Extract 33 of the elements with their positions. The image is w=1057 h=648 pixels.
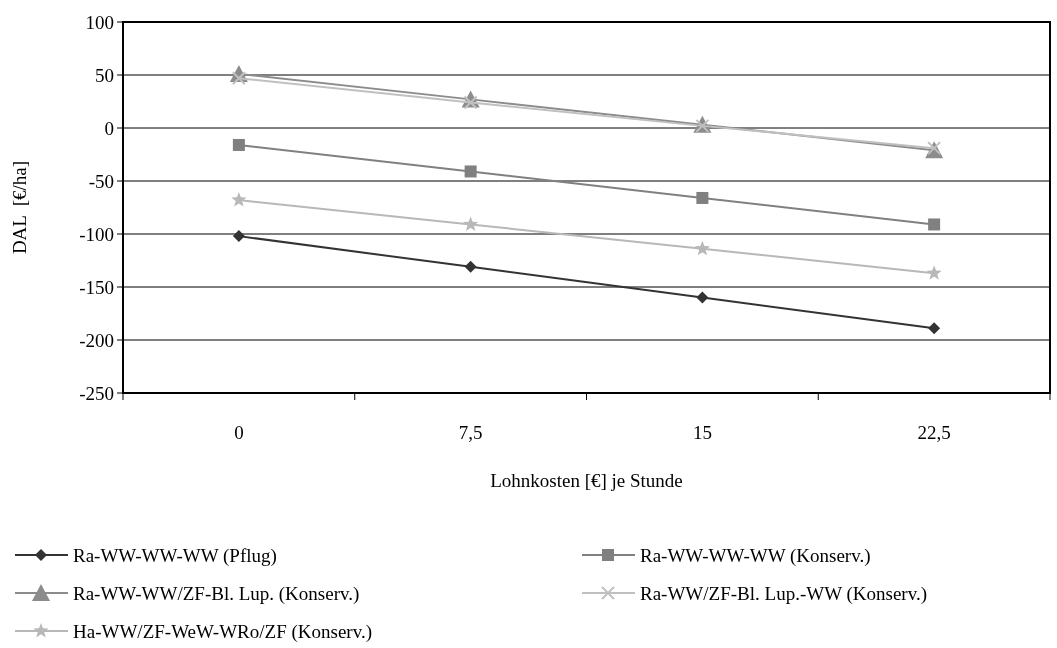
x-axis-title: Lohnkosten [€] je Stunde xyxy=(490,470,683,491)
point xyxy=(463,95,478,110)
y-tick-label: -50 xyxy=(88,170,114,192)
y-tick-label: 50 xyxy=(95,64,114,86)
x-tick-label: 0 xyxy=(234,422,244,443)
point xyxy=(694,240,710,256)
point xyxy=(696,191,709,204)
x-tick-label: 7,5 xyxy=(458,422,483,443)
x-tick-label: 15 xyxy=(692,422,712,443)
y-tick-label: 100 xyxy=(85,11,114,33)
point xyxy=(232,138,245,151)
y-tick-label: -250 xyxy=(79,382,114,404)
point xyxy=(928,322,941,335)
legend-label: Ra-WW-WW-WW (Pflug) xyxy=(73,544,277,567)
legend-label: Ra-WW/ZF-Bl. Lup.-WW (Konserv.) xyxy=(640,582,928,605)
y-axis-title: DAL [€/ha] xyxy=(9,160,30,255)
point xyxy=(926,265,942,280)
x-tick-label: 22,5 xyxy=(917,422,951,443)
point xyxy=(232,230,245,243)
legend-label: Ra-WW-WW/ZF-Bl. Lup. (Konserv.) xyxy=(73,582,360,605)
point xyxy=(696,291,709,304)
legend-label: Ha-WW/ZF-WeW-WRo/ZF (Konserv.) xyxy=(73,620,373,643)
y-tick-label: -150 xyxy=(79,276,114,298)
point xyxy=(463,216,479,231)
point xyxy=(231,192,247,207)
legend-label: Ra-WW-WW-WW (Konserv.) xyxy=(640,544,871,567)
y-tick-label: -200 xyxy=(79,329,114,351)
point xyxy=(464,165,477,178)
point xyxy=(928,218,941,231)
point xyxy=(464,260,477,273)
point xyxy=(231,71,246,86)
y-tick-label: -100 xyxy=(79,223,114,245)
y-tick-label: 0 xyxy=(104,117,114,139)
